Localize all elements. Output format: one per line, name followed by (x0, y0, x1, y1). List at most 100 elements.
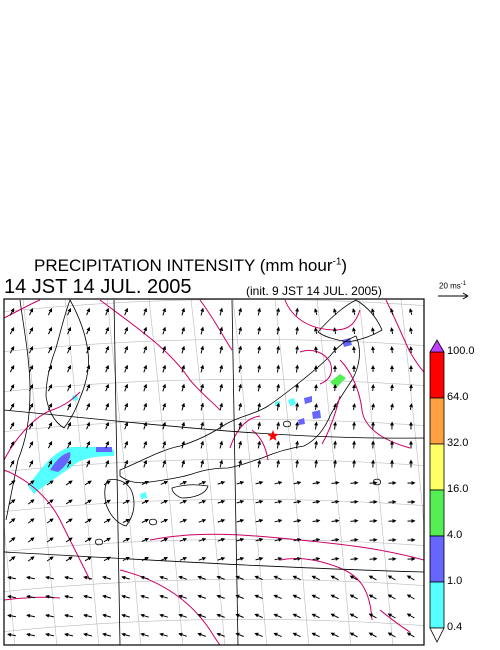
wind-vector (352, 384, 356, 392)
wind-vector (350, 518, 359, 523)
wind-vector (140, 594, 149, 599)
wind-vector (86, 326, 91, 335)
wind-vector (67, 307, 72, 316)
wind-vector (67, 459, 72, 468)
wind-vector (181, 345, 186, 354)
coastline (283, 420, 291, 428)
pressure-contour (251, 429, 269, 461)
precip-cell (342, 338, 352, 347)
colorbar-segment (429, 581, 445, 629)
wind-vector (86, 421, 91, 430)
wind-vector (140, 632, 149, 637)
wind-vector (276, 421, 281, 430)
wind-vector (349, 613, 358, 619)
pressure-contour (4, 469, 91, 581)
wind-vector (28, 384, 34, 392)
wind-vector (219, 421, 224, 430)
wind-vector (254, 575, 263, 581)
wind-vector (27, 499, 35, 505)
wind-vector (333, 346, 337, 354)
wind-vector (255, 537, 264, 542)
wind-vector (312, 499, 321, 504)
wind-vector (390, 346, 394, 354)
wind-vector (274, 480, 283, 485)
wind-vector (368, 594, 377, 600)
colorbar-label: 1.0 (447, 575, 463, 587)
wind-vector (369, 499, 378, 504)
wind-vector (9, 441, 15, 449)
precip-cell (312, 410, 321, 419)
coastline (45, 299, 89, 429)
wind-vector (9, 403, 15, 411)
colorbar-min-triangle (429, 627, 445, 643)
wind-vector (236, 537, 245, 542)
wind-vector (255, 518, 264, 523)
pressure-contour (4, 596, 61, 601)
wind-vector (236, 480, 245, 485)
wind-vector (330, 594, 339, 600)
wind-vector (47, 403, 53, 411)
wind-vector (409, 403, 413, 411)
wind-vector (9, 384, 15, 392)
wind-vector (198, 480, 207, 485)
wind-vector (179, 480, 188, 485)
wind-vector (67, 345, 72, 354)
wind-vector (255, 480, 264, 485)
wind-vector (67, 364, 72, 373)
wind-vector (64, 632, 74, 637)
wind-vector (179, 499, 188, 504)
wind-vector (238, 421, 243, 430)
wind-vector (83, 613, 93, 618)
wind-vector (103, 499, 111, 505)
wind-vector (105, 440, 110, 449)
wind-vector (141, 519, 150, 523)
wind-vector (371, 346, 375, 354)
colorbar-segment (429, 397, 445, 445)
precip-cell (96, 447, 112, 452)
wind-vector (84, 537, 92, 543)
wind-vector (369, 518, 378, 523)
wind-vector (311, 613, 320, 619)
wind-vector (273, 632, 282, 638)
wind-vector (219, 459, 224, 468)
wind-vector (219, 307, 224, 316)
pressure-contour (99, 299, 221, 411)
wind-vector (217, 537, 226, 542)
wind-vector (67, 326, 72, 335)
wind-vector (102, 613, 112, 618)
wind-vector (46, 556, 54, 562)
wind-vector (200, 345, 205, 354)
wind-vector (47, 365, 53, 373)
wind-vector (198, 518, 207, 523)
wind-vector (409, 346, 413, 354)
wind-vector (124, 421, 129, 430)
wind-vector (86, 307, 91, 316)
map-frame (3, 298, 425, 646)
wind-vector (160, 499, 169, 504)
wind-vector (122, 537, 130, 543)
domain-lines (4, 299, 424, 645)
wind-vector (28, 308, 34, 316)
wind-vector (238, 364, 243, 373)
pressure-contour (4, 299, 41, 319)
wind-vector (84, 499, 92, 505)
wind-vector (45, 613, 55, 618)
coastline (171, 484, 209, 499)
wind-vector (9, 365, 15, 373)
wind-vector (200, 459, 205, 468)
wind-vector (7, 632, 16, 637)
wind-vector (178, 632, 187, 637)
wind-vector (105, 307, 110, 316)
graticule-grid (4, 299, 424, 645)
wind-vector (312, 480, 321, 485)
wind-vector (390, 384, 394, 392)
colorbar-segment (429, 351, 445, 399)
wind-vector (64, 575, 74, 580)
wind-vector (141, 500, 150, 504)
wind-vector (293, 480, 302, 485)
wind-vector (255, 499, 264, 504)
wind-vector (314, 327, 318, 335)
wind-vector (181, 459, 186, 468)
wind-vector (369, 556, 378, 561)
